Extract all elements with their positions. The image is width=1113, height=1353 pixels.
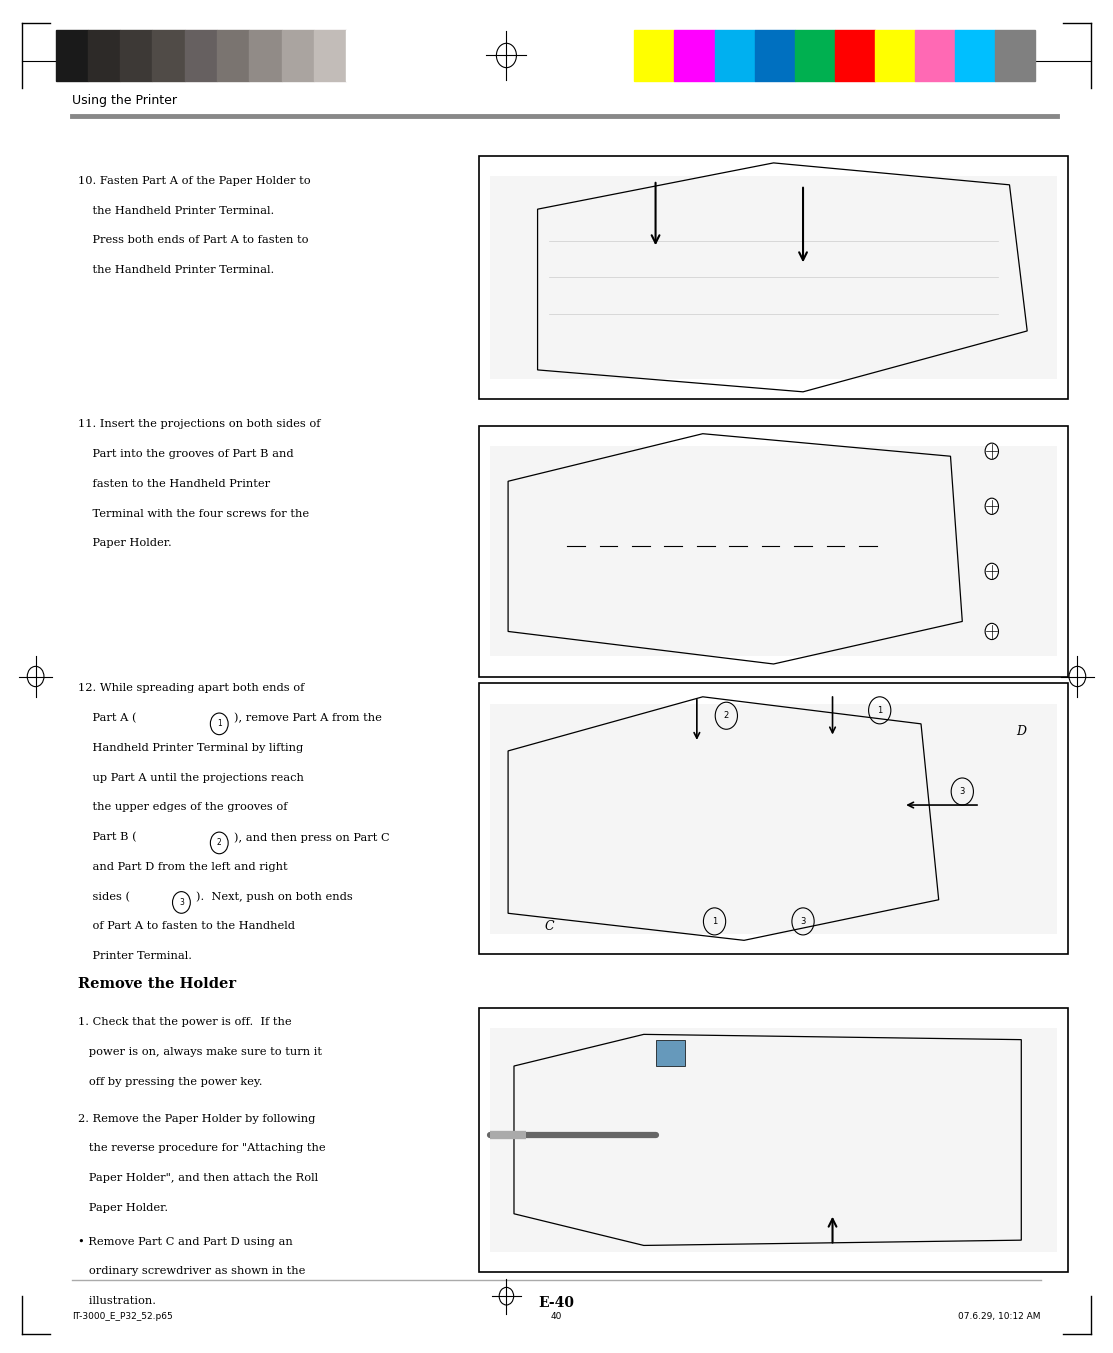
Bar bbox=[715, 30, 755, 81]
Circle shape bbox=[985, 563, 998, 579]
Text: Part A (: Part A ( bbox=[78, 713, 137, 724]
Text: 40: 40 bbox=[551, 1312, 562, 1322]
Text: Using the Printer: Using the Printer bbox=[72, 93, 177, 107]
Text: up Part A until the projections reach: up Part A until the projections reach bbox=[78, 773, 304, 782]
Bar bbox=[479, 1008, 1068, 1272]
Text: Paper Holder.: Paper Holder. bbox=[78, 538, 171, 548]
Text: the Handheld Printer Terminal.: the Handheld Printer Terminal. bbox=[78, 265, 274, 275]
Text: 3: 3 bbox=[800, 917, 806, 925]
Text: Terminal with the four screws for the: Terminal with the four screws for the bbox=[78, 509, 309, 518]
Text: Remove the Holder: Remove the Holder bbox=[78, 977, 236, 990]
Bar bbox=[995, 30, 1035, 81]
Text: ).  Next, push on both ends: ). Next, push on both ends bbox=[196, 892, 353, 902]
Bar bbox=[249, 30, 282, 81]
Text: 2. Remove the Paper Holder by following: 2. Remove the Paper Holder by following bbox=[78, 1114, 315, 1123]
Text: ), remove Part A from the: ), remove Part A from the bbox=[234, 713, 382, 724]
Bar bbox=[88, 30, 120, 81]
Text: IT-3000_E_P32_52.p65: IT-3000_E_P32_52.p65 bbox=[72, 1312, 174, 1322]
Bar bbox=[479, 156, 1068, 399]
Text: 2: 2 bbox=[217, 839, 221, 847]
Bar bbox=[835, 30, 875, 81]
Text: the reverse procedure for "Attaching the: the reverse procedure for "Attaching the bbox=[78, 1143, 325, 1153]
Bar bbox=[346, 30, 378, 81]
Text: Printer Terminal.: Printer Terminal. bbox=[78, 951, 191, 961]
Bar bbox=[152, 30, 185, 81]
Text: 3: 3 bbox=[959, 787, 965, 796]
Bar bbox=[634, 30, 674, 81]
Text: Paper Holder.: Paper Holder. bbox=[78, 1203, 168, 1212]
Text: power is on, always make sure to turn it: power is on, always make sure to turn it bbox=[78, 1047, 322, 1057]
Bar bbox=[875, 30, 915, 81]
Bar bbox=[490, 704, 1057, 934]
Text: 1: 1 bbox=[217, 720, 221, 728]
Bar bbox=[185, 30, 217, 81]
Bar bbox=[479, 426, 1068, 676]
Text: 1: 1 bbox=[712, 917, 717, 925]
Bar bbox=[656, 1039, 684, 1066]
Circle shape bbox=[985, 624, 998, 640]
Text: fasten to the Handheld Printer: fasten to the Handheld Printer bbox=[78, 479, 270, 488]
Bar bbox=[490, 1028, 1057, 1252]
Text: ), and then press on Part C: ), and then press on Part C bbox=[234, 832, 390, 843]
Bar bbox=[915, 30, 955, 81]
Bar bbox=[490, 446, 1057, 656]
Bar bbox=[490, 176, 1057, 379]
Text: 3: 3 bbox=[179, 898, 184, 907]
Circle shape bbox=[985, 444, 998, 460]
Text: 11. Insert the projections on both sides of: 11. Insert the projections on both sides… bbox=[78, 419, 321, 429]
Text: 12. While spreading apart both ends of: 12. While spreading apart both ends of bbox=[78, 683, 304, 693]
Bar bbox=[795, 30, 835, 81]
Bar bbox=[674, 30, 715, 81]
Bar bbox=[755, 30, 795, 81]
Text: 1. Check that the power is off.  If the: 1. Check that the power is off. If the bbox=[78, 1017, 292, 1027]
Text: 2: 2 bbox=[723, 712, 729, 720]
Text: Press both ends of Part A to fasten to: Press both ends of Part A to fasten to bbox=[78, 235, 308, 245]
Circle shape bbox=[985, 498, 998, 514]
Bar bbox=[955, 30, 995, 81]
Text: C: C bbox=[544, 920, 554, 934]
Text: sides (: sides ( bbox=[78, 892, 130, 902]
Bar bbox=[56, 30, 88, 81]
Text: Part into the grooves of Part B and: Part into the grooves of Part B and bbox=[78, 449, 294, 459]
Text: 07.6.29, 10:12 AM: 07.6.29, 10:12 AM bbox=[958, 1312, 1041, 1322]
Text: illustration.: illustration. bbox=[78, 1296, 156, 1306]
Bar bbox=[314, 30, 346, 81]
Text: • Remove Part C and Part D using an: • Remove Part C and Part D using an bbox=[78, 1237, 293, 1246]
Text: the upper edges of the grooves of: the upper edges of the grooves of bbox=[78, 802, 287, 812]
Text: E-40: E-40 bbox=[539, 1296, 574, 1310]
Text: off by pressing the power key.: off by pressing the power key. bbox=[78, 1077, 263, 1086]
Text: of Part A to fasten to the Handheld: of Part A to fasten to the Handheld bbox=[78, 921, 295, 931]
Text: ordinary screwdriver as shown in the: ordinary screwdriver as shown in the bbox=[78, 1266, 305, 1276]
Text: and Part D from the left and right: and Part D from the left and right bbox=[78, 862, 287, 871]
Text: Paper Holder", and then attach the Roll: Paper Holder", and then attach the Roll bbox=[78, 1173, 318, 1183]
Bar bbox=[282, 30, 314, 81]
Text: the Handheld Printer Terminal.: the Handheld Printer Terminal. bbox=[78, 206, 274, 215]
Text: D: D bbox=[1016, 725, 1026, 739]
Text: 10. Fasten Part A of the Paper Holder to: 10. Fasten Part A of the Paper Holder to bbox=[78, 176, 311, 185]
Text: Part B (: Part B ( bbox=[78, 832, 137, 843]
Bar bbox=[217, 30, 249, 81]
Bar bbox=[479, 683, 1068, 954]
Text: 1: 1 bbox=[877, 706, 883, 714]
Bar bbox=[120, 30, 152, 81]
Text: Handheld Printer Terminal by lifting: Handheld Printer Terminal by lifting bbox=[78, 743, 303, 752]
